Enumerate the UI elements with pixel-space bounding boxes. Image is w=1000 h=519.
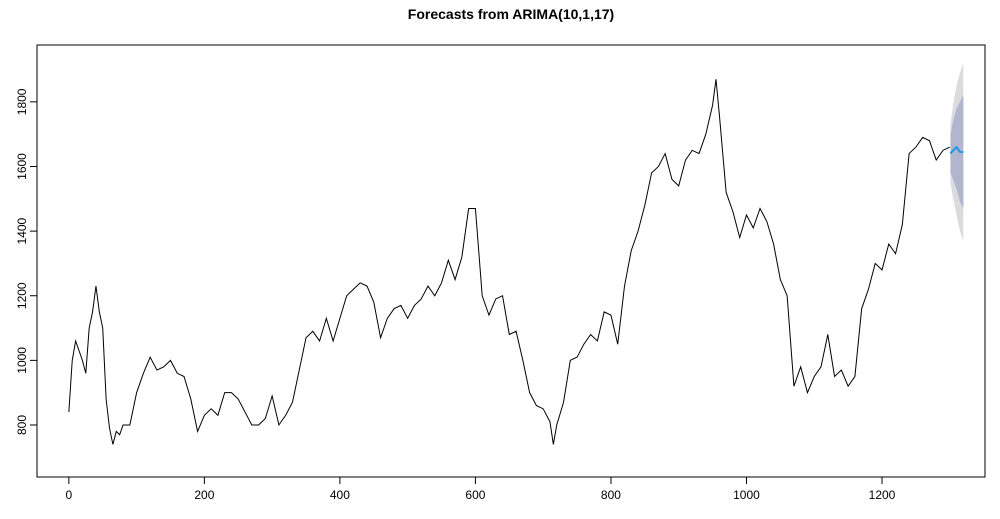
x-tick-label: 800 (601, 488, 621, 502)
y-tick-label: 1000 (15, 347, 29, 374)
chart-title: Forecasts from ARIMA(10,1,17) (408, 6, 614, 22)
interval-80 (950, 95, 964, 209)
forecast-mean (949, 145, 964, 155)
y-tick-label: 800 (15, 415, 29, 435)
y-tick-label: 1200 (15, 282, 29, 309)
x-tick-label: 1000 (733, 488, 760, 502)
x-tick-label: 200 (194, 488, 214, 502)
series-line (68, 79, 950, 445)
y-tick-label: 1800 (15, 88, 29, 115)
y-tick-label: 1600 (15, 153, 29, 180)
x-tick-label: 400 (330, 488, 350, 502)
x-tick-label: 0 (66, 488, 73, 502)
y-tick-label: 1400 (15, 217, 29, 244)
x-tick-label: 1200 (869, 488, 896, 502)
x-tick-label: 600 (465, 488, 485, 502)
